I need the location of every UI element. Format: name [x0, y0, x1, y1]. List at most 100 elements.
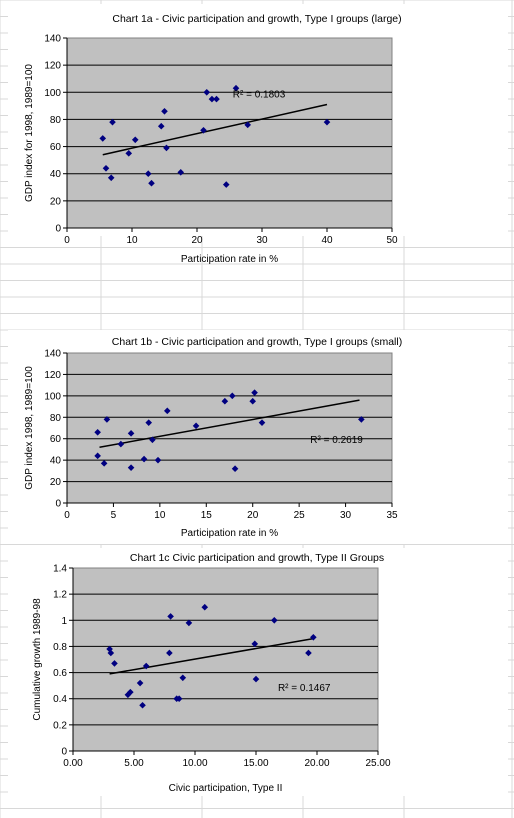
trendline	[102, 103, 328, 156]
x-tick-label: 30	[256, 235, 268, 246]
data-point	[111, 660, 118, 667]
data-point	[185, 619, 193, 627]
data-point	[175, 695, 183, 703]
y-tick-label: 80	[50, 115, 62, 126]
y-axis-label: GDP index for 1998, 1989=100	[24, 64, 35, 202]
x-tick-label: 25.00	[365, 758, 390, 769]
chart-title: Chart 1c Civic participation and growth,…	[130, 552, 384, 564]
data-point	[157, 122, 165, 130]
data-point	[144, 170, 152, 178]
r-squared-label: R² = 0.1803	[233, 90, 286, 101]
data-point	[208, 95, 216, 103]
data-point	[107, 174, 115, 182]
y-tick-label: 0	[55, 224, 61, 235]
x-tick-label: 10	[126, 235, 138, 246]
x-tick-label: 0	[64, 510, 70, 521]
y-axis-label: Cumulative growth 1989-98	[32, 598, 43, 721]
data-point	[100, 460, 108, 467]
x-tick-label: 20.00	[304, 758, 329, 769]
data-point	[102, 164, 110, 172]
data-point	[244, 121, 251, 129]
x-tick-label: 20	[191, 235, 203, 246]
r-squared-label: R² = 0.2619	[310, 435, 363, 446]
x-tick-label: 50	[386, 235, 398, 246]
data-point	[200, 126, 207, 134]
y-tick-label: 0.8	[53, 642, 67, 653]
data-point	[127, 688, 134, 696]
x-tick-label: 15.00	[243, 758, 268, 769]
y-tick-label: 40	[50, 456, 62, 467]
x-tick-label: 10.00	[182, 758, 207, 769]
y-tick-label: 0.4	[53, 694, 67, 705]
data-point	[109, 118, 116, 126]
x-tick-label: 20	[247, 510, 259, 521]
data-point	[203, 88, 211, 96]
x-tick-label: 15	[201, 510, 213, 521]
data-point	[258, 419, 266, 426]
y-tick-label: 1.4	[53, 564, 67, 575]
x-tick-label: 5	[111, 510, 117, 521]
data-point	[149, 436, 156, 444]
data-point	[179, 674, 187, 682]
data-point	[201, 603, 209, 611]
data-point	[222, 181, 230, 188]
data-point	[167, 613, 174, 620]
data-point	[161, 107, 168, 115]
x-tick-label: 30	[340, 510, 352, 521]
data-point	[271, 616, 278, 624]
y-tick-label: 60	[50, 142, 62, 153]
y-axis-label: GDP index 1998, 1989=100	[24, 366, 35, 490]
chart-title: Chart 1b - Civic participation and growt…	[112, 336, 402, 348]
plot-area	[66, 37, 393, 229]
x-axis-label: Participation rate in %	[181, 254, 278, 265]
y-tick-label: 100	[44, 88, 61, 99]
data-point	[213, 95, 220, 103]
data-point	[99, 135, 107, 142]
data-point	[154, 456, 162, 464]
y-tick-label: 140	[44, 34, 61, 45]
plot-area	[72, 567, 379, 752]
y-tick-label: 0	[55, 499, 61, 510]
y-tick-label: 1.2	[53, 590, 67, 601]
x-axis-label: Participation rate in %	[181, 528, 278, 539]
y-tick-label: 1	[61, 616, 67, 627]
data-point	[323, 118, 331, 126]
data-point	[231, 465, 239, 473]
y-tick-label: 100	[44, 391, 61, 402]
x-tick-label: 25	[294, 510, 306, 521]
data-point	[163, 144, 170, 152]
plot-area	[66, 352, 393, 504]
data-point	[107, 649, 115, 657]
data-point	[140, 455, 148, 463]
y-tick-label: 0.6	[53, 668, 67, 679]
data-point	[127, 464, 135, 471]
r-squared-label: R² = 0.1467	[278, 683, 331, 694]
y-tick-label: 80	[50, 413, 62, 424]
x-tick-label: 40	[321, 235, 333, 246]
trendline	[109, 637, 314, 675]
chart-title: Chart 1a - Civic participation and growt…	[112, 13, 401, 25]
data-point	[166, 649, 173, 657]
data-point	[125, 150, 133, 157]
chart-1a: Chart 1a - Civic participation and growt…	[8, 4, 508, 265]
y-tick-label: 40	[50, 169, 62, 180]
x-tick-label: 10	[154, 510, 166, 521]
data-point	[252, 675, 260, 683]
data-point	[305, 649, 312, 657]
y-tick-label: 120	[44, 370, 61, 381]
data-point	[142, 662, 150, 670]
y-tick-label: 20	[50, 196, 62, 207]
data-point	[131, 136, 139, 144]
data-point	[251, 640, 259, 648]
y-tick-label: 140	[44, 349, 61, 360]
x-tick-label: 35	[386, 510, 398, 521]
chart-1b: Chart 1b - Civic participation and growt…	[8, 330, 508, 544]
data-point	[177, 169, 185, 176]
y-tick-label: 120	[44, 61, 61, 72]
data-point	[94, 452, 101, 460]
chart-1c: Chart 1c Civic participation and growth,…	[8, 548, 508, 796]
y-tick-label: 0.2	[53, 720, 67, 731]
y-tick-label: 20	[50, 477, 62, 488]
y-tick-label: 60	[50, 434, 62, 445]
trendline	[99, 399, 360, 449]
